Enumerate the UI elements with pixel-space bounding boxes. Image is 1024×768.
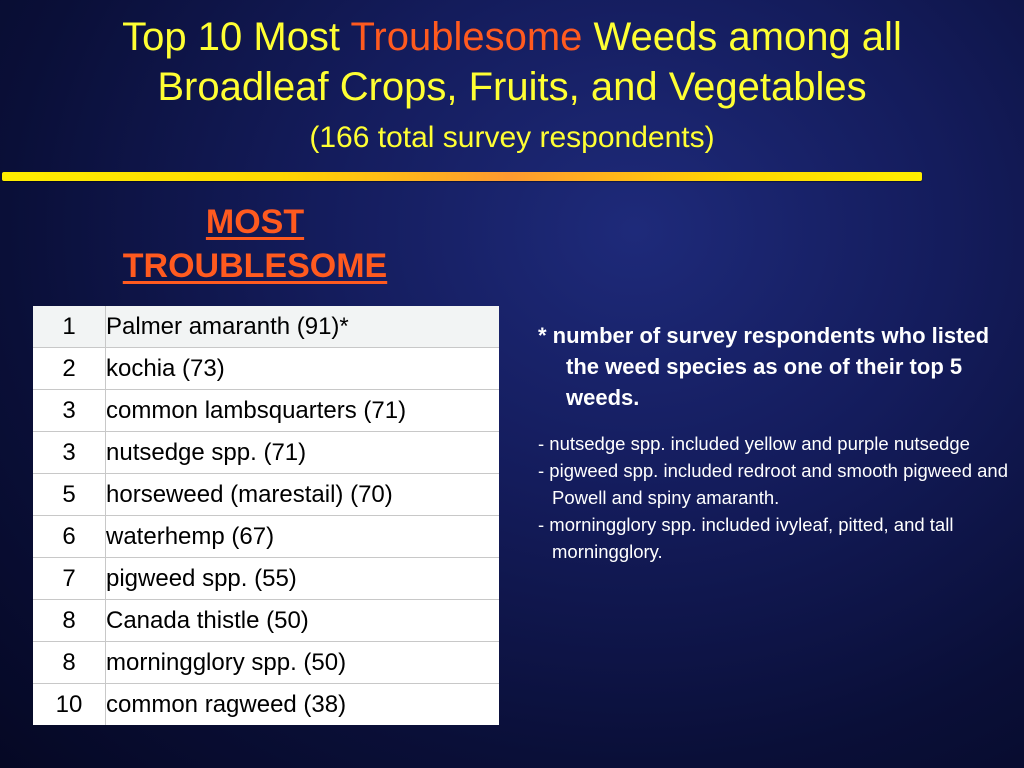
table-row: 3 nutsedge spp. (71) xyxy=(33,431,499,474)
title-part-2: Weeds among all xyxy=(582,15,902,59)
rank-cell: 10 xyxy=(33,683,106,725)
weed-name-cell: horseweed (marestail) (70) xyxy=(105,473,499,516)
slide-subtitle: (166 total survey respondents) xyxy=(309,121,715,154)
title-accent-word: Troublesome xyxy=(350,15,583,59)
title-part-1: Top 10 Most xyxy=(122,15,351,59)
notes-list: - nutsedge spp. included yellow and purp… xyxy=(538,430,1008,565)
title-divider xyxy=(2,172,922,181)
weed-name-cell: kochia (73) xyxy=(105,347,499,390)
rank-cell: 7 xyxy=(33,557,106,600)
weed-name-cell: common lambsquarters (71) xyxy=(105,389,499,432)
table-row: 8 morningglory spp. (50) xyxy=(33,641,499,684)
table-row: 8 Canada thistle (50) xyxy=(33,599,499,642)
title-line-1: Top 10 Most Troublesome Weeds among all xyxy=(0,12,1024,62)
weed-name-cell: common ragweed (38) xyxy=(106,690,347,718)
rank-cell: 8 xyxy=(33,641,106,684)
footnote: * number of survey respondents who liste… xyxy=(538,323,990,410)
rank-cell: 6 xyxy=(33,515,106,558)
column-heading: MOST TROUBLESOME xyxy=(90,200,420,288)
weed-name-cell: nutsedge spp. (71) xyxy=(105,431,499,474)
table-row: 2 kochia (73) xyxy=(33,347,499,390)
table-row: 3 common lambsquarters (71) xyxy=(33,389,499,432)
weed-name-cell: Canada thistle (50) xyxy=(105,599,499,642)
weed-name-cell: morningglory spp. (50) xyxy=(105,641,499,684)
table-row: 6 waterhemp (67) xyxy=(33,515,499,558)
rank-cell: 5 xyxy=(33,473,106,516)
rank-cell: 2 xyxy=(33,347,106,390)
table-row: 10 common ragweed (38) xyxy=(33,683,499,725)
column-heading-line-1: MOST xyxy=(205,203,305,241)
slide-title: Top 10 Most Troublesome Weeds among all … xyxy=(0,12,1024,112)
note-item: - pigweed spp. included redroot and smoo… xyxy=(538,460,1009,508)
weeds-table: 1 Palmer amaranth (91)* 2 kochia (73) 3 com… xyxy=(33,306,499,725)
note-item: - nutsedge spp. included yellow and purp… xyxy=(538,433,970,454)
column-heading-line-2: TROUBLESOME xyxy=(122,247,388,285)
rank-cell: 3 xyxy=(33,389,106,432)
title-line-2: Broadleaf Crops, Fruits, and Vegetables xyxy=(157,65,867,109)
rank-cell: 3 xyxy=(33,431,106,474)
weed-name-cell: waterhemp (67) xyxy=(105,515,499,558)
table-row: 5 horseweed (marestail) (70) xyxy=(33,473,499,516)
rank-cell: 1 xyxy=(33,306,106,348)
weed-name-cell: Palmer amaranth (91)* xyxy=(105,306,499,348)
table-row: 1 Palmer amaranth (91)* xyxy=(33,306,499,348)
rank-cell: 8 xyxy=(33,599,106,642)
table-row: 7 pigweed spp. (55) xyxy=(33,557,499,600)
weed-name-cell: pigweed spp. (55) xyxy=(105,557,499,600)
note-item: - morningglory spp. included ivyleaf, pi… xyxy=(538,514,954,562)
